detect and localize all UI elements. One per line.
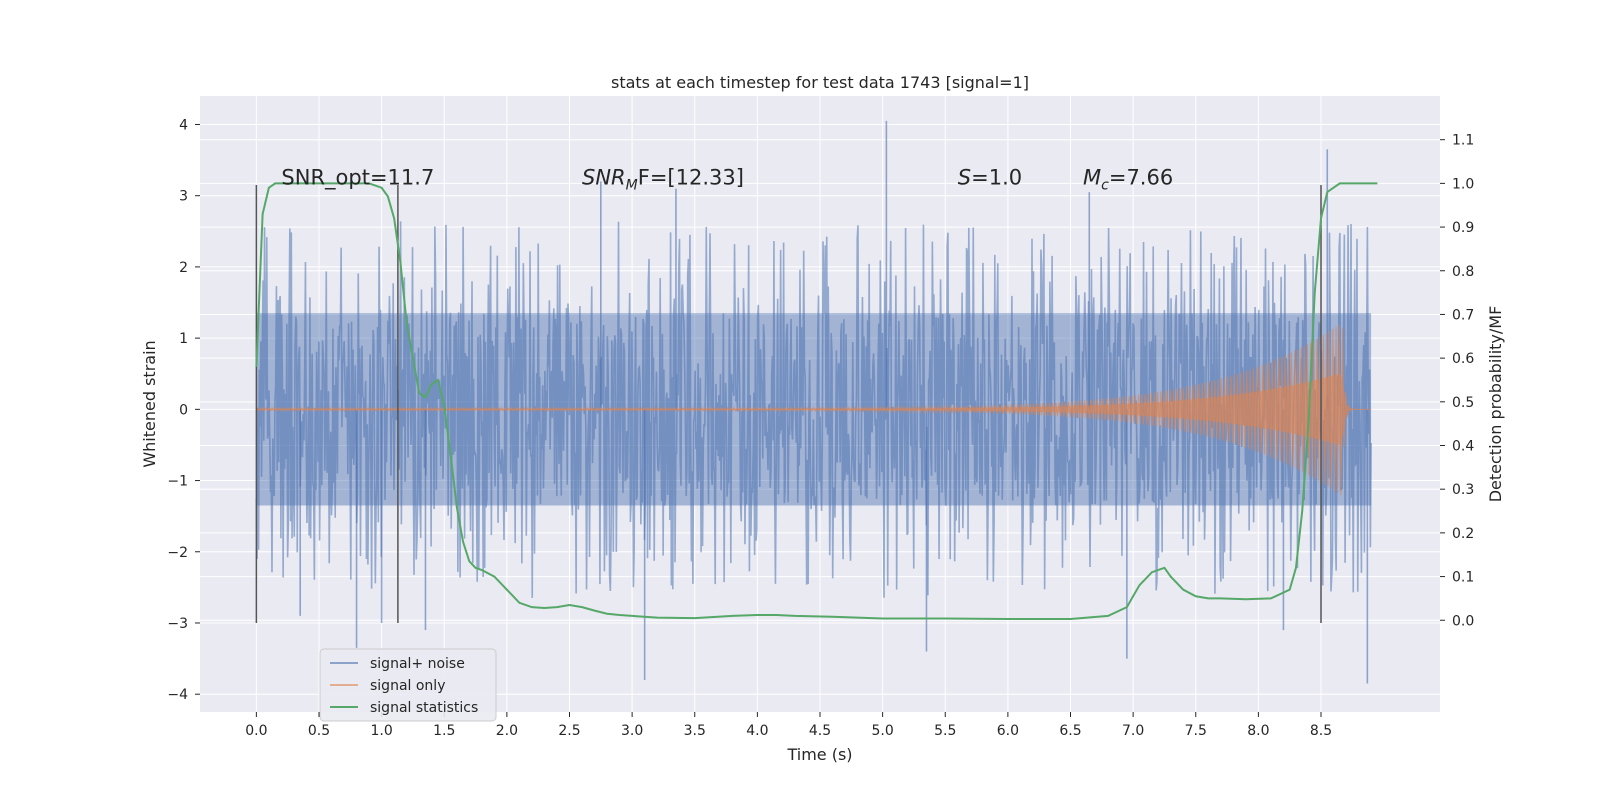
x-tick-label-10: 5.0 [871, 723, 893, 739]
chart-title: stats at each timestep for test data 174… [611, 73, 1029, 92]
y2-tick-label-11: 1.1 [1452, 133, 1474, 149]
series-signal-statistics [255, 182, 1378, 620]
y-tick-label-3: −1 [167, 474, 188, 490]
y-axis-label: Whitened strain [140, 340, 159, 467]
y2-tick-label-6: 0.6 [1452, 351, 1474, 367]
legend-label-signal-only: signal only [370, 678, 445, 694]
chirp-envelope [256, 373, 1372, 446]
legend: signal+ noise signal only signal statist… [319, 648, 497, 722]
y2-tick-label-8: 0.8 [1452, 264, 1474, 280]
x-tick-label-8: 4.0 [746, 723, 768, 739]
y2-tick-label-4: 0.4 [1452, 439, 1474, 455]
chirp-trace [255, 324, 1372, 496]
x-tick-label-9: 4.5 [809, 723, 831, 739]
x-tick-label-12: 6.0 [997, 723, 1019, 739]
annotation-1: SNRMF=[12.33] [582, 165, 744, 193]
x-tick-label-13: 6.5 [1059, 723, 1081, 739]
x-axis-label: Time (s) [786, 745, 852, 764]
series-signal-only [255, 324, 1372, 496]
y2-tick-label-5: 0.5 [1452, 395, 1474, 411]
annotation-0: SNR_opt=11.7 [281, 165, 434, 190]
x-tick-label-4: 2.0 [496, 723, 518, 739]
x-tick-label-11: 5.5 [934, 723, 956, 739]
x-tick-label-17: 8.5 [1310, 723, 1332, 739]
y2-axis-ticks: 0.0 0.1 0.2 0.3 0.4 0.5 0.6 0.7 0.8 0.9 1.0 1.1 [1440, 133, 1474, 629]
x-tick-label-15: 7.5 [1185, 723, 1207, 739]
legend-label-signal-plus-noise: signal+ noise [370, 656, 465, 672]
noise-trace [255, 221, 1372, 598]
annotation-2: S=1.0 [958, 165, 1022, 189]
y-tick-label-6: 2 [179, 260, 188, 276]
annotations: SNR_opt=11.7 SNRMF=[12.33] S=1.0 Mc=7.66 [281, 165, 1173, 193]
x-tick-label-7: 3.5 [684, 723, 706, 739]
x-tick-label-14: 7.0 [1122, 723, 1144, 739]
x-tick-label-6: 3.0 [621, 723, 643, 739]
y2-tick-label-3: 0.3 [1452, 482, 1474, 498]
y2-tick-label-1: 0.1 [1452, 570, 1474, 586]
y-tick-label-0: −4 [167, 687, 188, 703]
y-axis-ticks: −4 −3 −2 −1 0 1 2 3 4 [167, 117, 200, 703]
y-tick-label-2: −2 [167, 545, 188, 561]
y2-tick-label-9: 0.9 [1452, 220, 1474, 236]
legend-frame [319, 648, 497, 722]
marker-lines [255, 185, 1322, 623]
y-tick-label-5: 1 [179, 331, 188, 347]
x-tick-label-1: 0.5 [308, 723, 330, 739]
y2-tick-label-10: 1.0 [1452, 176, 1474, 192]
y2-axis-label: Detection probability/MF [1486, 306, 1505, 503]
x-axis-ticks: 0.0 0.5 1.0 1.5 2.0 2.5 3.0 3.5 4.0 4.5 5.0 5.5 6.0 6… [245, 712, 1332, 739]
x-tick-label-16: 8.0 [1247, 723, 1269, 739]
y-tick-label-7: 3 [179, 189, 188, 205]
legend-label-signal-statistics: signal statistics [370, 700, 478, 716]
y-tick-label-1: −3 [167, 616, 188, 632]
y2-tick-label-7: 0.7 [1452, 307, 1474, 323]
y2-tick-label-0: 0.0 [1452, 613, 1474, 629]
x-tick-label-5: 2.5 [558, 723, 580, 739]
y2-tick-label-2: 0.2 [1452, 526, 1474, 542]
statistics-line [255, 182, 1378, 620]
x-tick-label-2: 1.0 [370, 723, 392, 739]
x-tick-label-0: 0.0 [245, 723, 267, 739]
x-tick-label-3: 1.5 [433, 723, 455, 739]
annotation-3: Mc=7.66 [1083, 165, 1173, 193]
y-tick-label-8: 4 [179, 117, 188, 133]
y-tick-label-4: 0 [179, 402, 188, 418]
